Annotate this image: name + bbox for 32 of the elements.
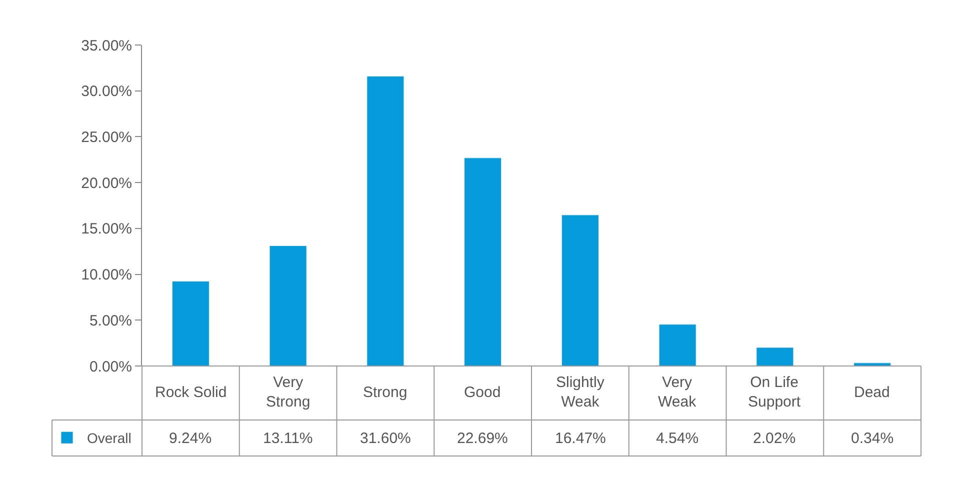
y-tick-label: 25.00% [81,128,132,146]
bar [172,281,210,366]
data-label: 22.69% [457,430,508,447]
y-tick-label: 5.00% [89,312,132,330]
x-tick-label: Rock Solid [155,384,227,401]
x-tick-label: Very Weak [658,374,697,410]
x-tick-label: On Life Support [748,374,802,410]
data-label: 0.34% [851,430,894,447]
y-tick-label: 15.00% [81,220,132,238]
data-label: 16.47% [555,430,606,447]
data-label: 13.11% [263,430,313,447]
x-tick-label: Good [464,384,501,401]
data-label: 9.24% [169,430,212,447]
y-tick-label: 20.00% [81,174,132,192]
y-tick-label: 30.00% [81,83,132,100]
bar [561,214,599,366]
bar [464,158,502,366]
x-tick-label: Strong [363,384,408,401]
x-tick-label: Very Strong [266,374,310,410]
bar [756,347,794,366]
y-tick-label: 35.00% [81,37,132,54]
bar [269,246,307,366]
x-tick-label: Slightly Weak [556,374,605,410]
y-tick-label: 10.00% [81,266,132,284]
data-label: 4.54% [656,430,699,447]
legend-label: Overall [87,430,132,446]
x-tick-label: Dead [854,384,890,401]
bar [366,76,404,366]
bar [658,324,696,366]
data-label: 2.02% [753,430,796,447]
y-tick-label: 0.00% [89,358,132,376]
data-label: 31.60% [360,430,411,447]
